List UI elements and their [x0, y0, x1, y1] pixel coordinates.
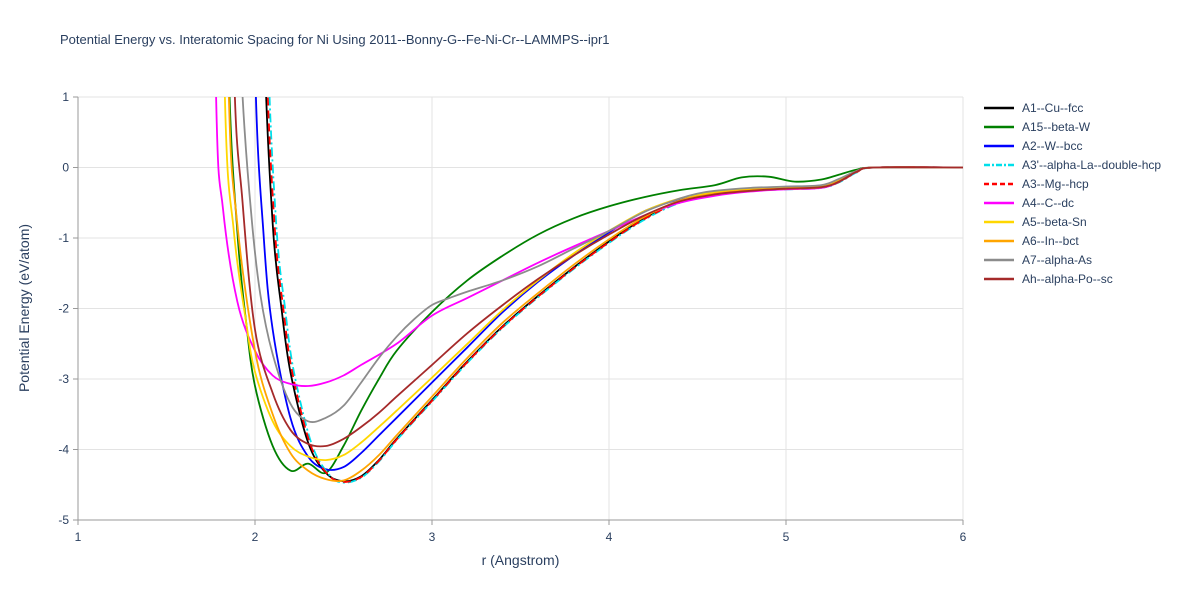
legend-line-sample — [984, 182, 1014, 185]
y-tick-label: -3 — [58, 372, 69, 386]
legend-label: A7--alpha-As — [1022, 252, 1093, 267]
legend-line-sample — [984, 125, 1014, 128]
legend-item[interactable]: A2--W--bcc — [984, 138, 1161, 153]
y-tick-label: 1 — [62, 90, 69, 104]
legend-item[interactable]: A3'--alpha-La--double-hcp — [984, 157, 1162, 172]
y-tick-label: -2 — [58, 302, 69, 316]
legend-label: A5--beta-Sn — [1022, 214, 1087, 229]
y-tick-label: -5 — [58, 513, 69, 527]
legend-line-sample — [984, 239, 1014, 242]
legend-item[interactable]: A5--beta-Sn — [984, 214, 1161, 229]
legend-line-sample — [984, 201, 1014, 204]
legend-item[interactable]: A3--Mg--hcp — [984, 176, 1161, 191]
legend-line-sample — [984, 163, 1014, 166]
x-tick-label: 5 — [783, 530, 790, 544]
legend-item[interactable]: Ah--alpha-Po--sc — [984, 271, 1161, 286]
x-tick-label: 1 — [75, 530, 82, 544]
series-line-A7--alpha-As[interactable] — [234, 0, 963, 423]
legend-label: A3'--alpha-La--double-hcp — [1022, 157, 1162, 172]
y-tick-label: -1 — [58, 231, 69, 245]
legend-label: A3--Mg--hcp — [1022, 176, 1089, 191]
legend-line-sample — [984, 258, 1014, 261]
legend-line-sample — [984, 144, 1014, 147]
x-tick-label: 3 — [429, 530, 436, 544]
x-axis-label: r (Angstrom) — [481, 552, 560, 568]
legend-item[interactable]: A1--Cu--fcc — [984, 100, 1161, 115]
series-line-A4--C--dc[interactable] — [209, 0, 963, 387]
legend: A1--Cu--fcc A15--beta-W A2--W--bcc A3'--alp… — [984, 100, 1162, 286]
legend-label: A6--In--bct — [1022, 233, 1079, 248]
series-line-Ah--alpha-Po--sc[interactable] — [227, 0, 963, 448]
legend-line-sample — [984, 106, 1014, 109]
legend-label: A2--W--bcc — [1022, 138, 1083, 153]
x-tick-label: 6 — [960, 530, 967, 544]
x-tick-label: 4 — [606, 530, 613, 544]
legend-label: Ah--alpha-Po--sc — [1022, 271, 1113, 286]
legend-line-sample — [984, 277, 1014, 280]
y-tick-label: 0 — [62, 161, 69, 175]
legend-line-sample — [984, 220, 1014, 223]
legend-item[interactable]: A15--beta-W — [984, 119, 1161, 134]
legend-item[interactable]: A6--In--bct — [984, 233, 1161, 248]
series-line-A15--beta-W[interactable] — [220, 0, 963, 475]
y-axis-label: Potential Energy (eV/atom) — [16, 223, 32, 393]
legend-item[interactable]: A7--alpha-As — [984, 252, 1161, 267]
y-tick-label: -4 — [58, 443, 69, 457]
chart-title: Potential Energy vs. Interatomic Spacing… — [60, 32, 610, 47]
series-line-A5--beta-Sn[interactable] — [218, 0, 963, 462]
legend-label: A1--Cu--fcc — [1022, 100, 1084, 115]
legend-item[interactable]: A4--C--dc — [984, 195, 1161, 210]
x-tick-label: 2 — [252, 530, 259, 544]
legend-label: A15--beta-W — [1022, 119, 1091, 134]
legend-label: A4--C--dc — [1022, 195, 1075, 210]
